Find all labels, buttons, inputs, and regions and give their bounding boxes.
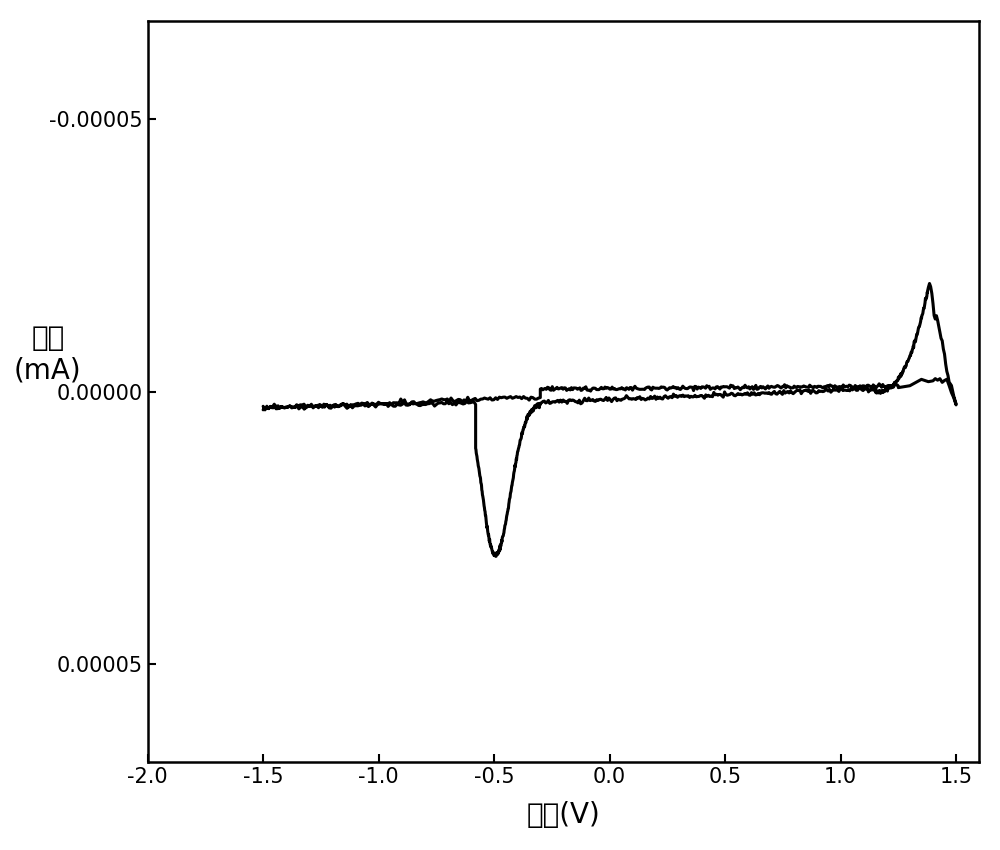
Y-axis label: 电流
(mA): 电流 (mA) xyxy=(14,325,82,385)
X-axis label: 电势(V): 电势(V) xyxy=(527,802,600,829)
